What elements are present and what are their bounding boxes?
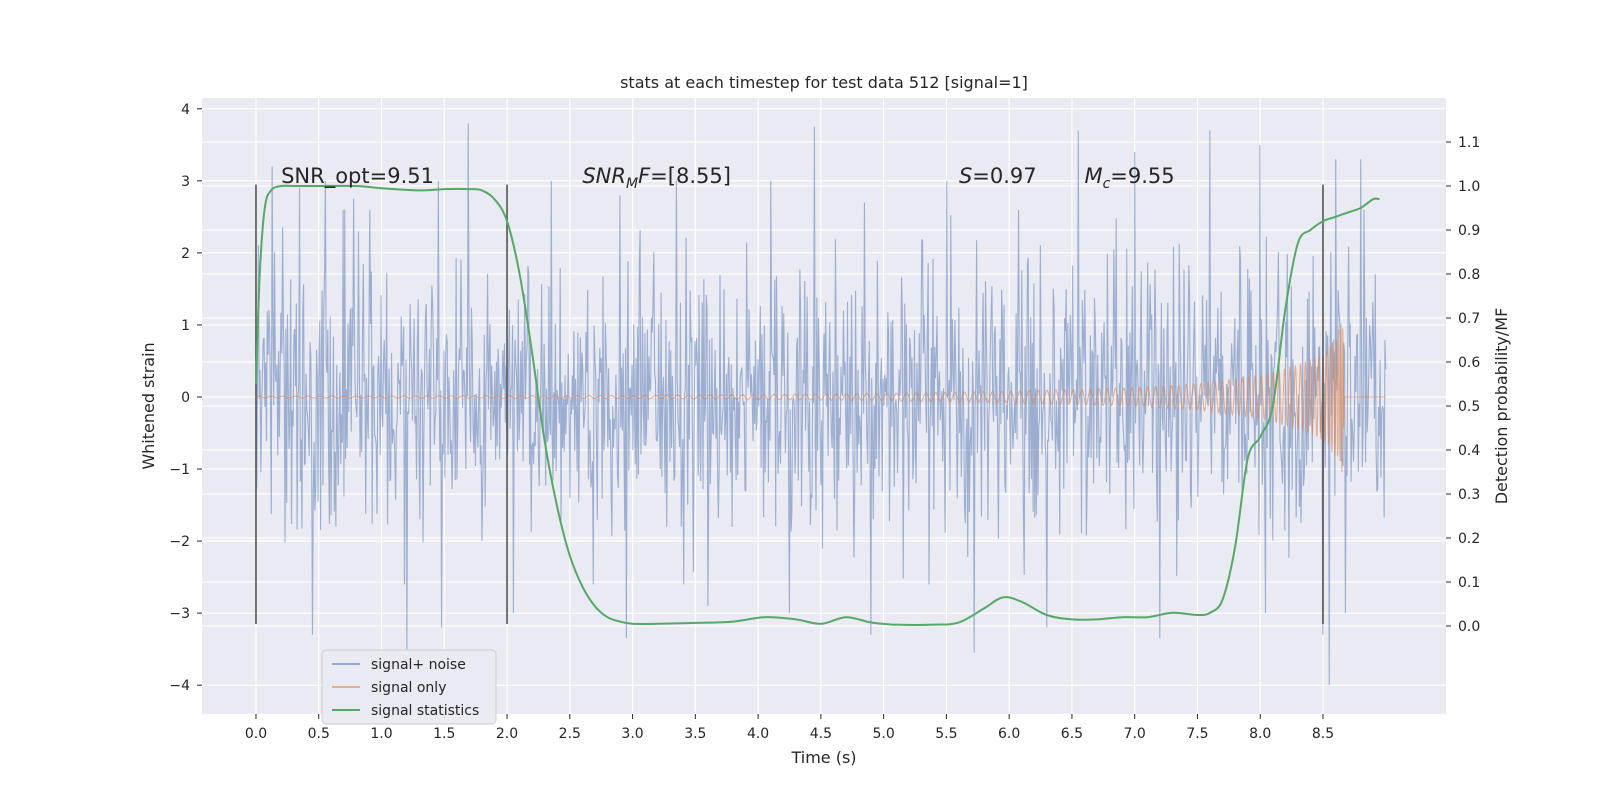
x-tick-label: 4.5 bbox=[810, 726, 832, 742]
annotations: SNR_opt=9.51 SNRMF=[8.55] S=0.97 Mc=9.55 bbox=[281, 164, 1175, 192]
x-tick-label: 8.0 bbox=[1249, 726, 1271, 742]
y-right-tick-label: 0.1 bbox=[1458, 575, 1480, 591]
y-left-tick-label: 1 bbox=[181, 318, 190, 334]
y-left-tick-label: −4 bbox=[169, 678, 190, 694]
y-right-tick-label: 0.8 bbox=[1458, 267, 1480, 283]
y-right-axis-ticks: 1.1 1.0 0.9 0.8 0.7 0.6 0.5 0.4 0.3 0.2 0.1 0.0 bbox=[1446, 135, 1480, 635]
series-signal-only bbox=[255, 323, 1386, 473]
legend-label-signal-only: signal only bbox=[371, 680, 446, 696]
vertical-lines bbox=[255, 184, 1324, 624]
y-left-tick-label: 3 bbox=[181, 174, 190, 190]
series-signal-noise bbox=[255, 123, 1387, 686]
legend-label-signal-statistics: signal statistics bbox=[371, 703, 479, 719]
y-left-axis-ticks: 4 3 2 1 0 −1 −2 −3 −4 bbox=[169, 102, 202, 694]
y-right-tick-label: 1.1 bbox=[1458, 135, 1480, 151]
annotation-text: SNR_opt=9.51 bbox=[281, 164, 434, 189]
x-tick-label: 0.0 bbox=[245, 726, 267, 742]
x-tick-label: 1.0 bbox=[370, 726, 392, 742]
plot-content bbox=[254, 123, 1387, 686]
y-right-tick-label: 1.0 bbox=[1458, 179, 1480, 195]
x-tick-label: 5.5 bbox=[935, 726, 957, 742]
x-tick-label: 0.5 bbox=[308, 726, 330, 742]
legend-box bbox=[321, 649, 497, 725]
y-right-tick-label: 0.7 bbox=[1458, 311, 1480, 327]
y-right-tick-label: 0.4 bbox=[1458, 443, 1480, 459]
y-left-tick-label: 2 bbox=[181, 246, 190, 262]
y-left-tick-label: −1 bbox=[169, 462, 190, 478]
annotation-text: SNRMF=[8.55] bbox=[582, 164, 731, 192]
x-tick-label: 1.5 bbox=[433, 726, 455, 742]
y-right-tick-label: 0.3 bbox=[1458, 487, 1480, 503]
legend-label-signal-noise: signal+ noise bbox=[371, 657, 466, 673]
y-right-tick-label: 0.9 bbox=[1458, 223, 1480, 239]
y-right-tick-label: 0.0 bbox=[1458, 619, 1480, 635]
series-line-signal-statistics bbox=[254, 184, 1380, 626]
y-left-tick-label: −2 bbox=[169, 534, 190, 550]
y-left-tick-label: −3 bbox=[169, 606, 190, 622]
x-tick-label: 2.0 bbox=[496, 726, 518, 742]
series-signal-statistics bbox=[254, 184, 1380, 626]
x-tick-label: 5.0 bbox=[872, 726, 894, 742]
x-axis-ticks: 0.0 0.5 1.0 1.5 2.0 2.5 3.0 3.5 4.0 4.5 5.0 5.5 6.0 6… bbox=[245, 714, 1334, 742]
y-right-tick-label: 0.2 bbox=[1458, 531, 1480, 547]
x-axis-label: Time (s) bbox=[790, 748, 856, 767]
y-right-tick-label: 0.5 bbox=[1458, 399, 1480, 415]
legend: signal+ noise signal only signal statist… bbox=[321, 649, 497, 725]
x-tick-label: 3.0 bbox=[621, 726, 643, 742]
annotation-text: S=0.97 bbox=[959, 164, 1037, 188]
x-tick-label: 6.0 bbox=[998, 726, 1020, 742]
x-tick-label: 2.5 bbox=[559, 726, 581, 742]
x-tick-label: 4.0 bbox=[747, 726, 769, 742]
x-tick-label: 3.5 bbox=[684, 726, 706, 742]
y-left-axis-label: Whitened strain bbox=[139, 342, 158, 469]
annotation-text: Mc=9.55 bbox=[1084, 164, 1174, 192]
series-line-signal-only bbox=[255, 323, 1386, 473]
series-line-signal-noise bbox=[255, 123, 1387, 686]
x-tick-label: 7.0 bbox=[1124, 726, 1146, 742]
x-tick-label: 6.5 bbox=[1061, 726, 1083, 742]
chart-title: stats at each timestep for test data 512… bbox=[620, 73, 1028, 92]
y-right-axis-label: Detection probability/MF bbox=[1492, 308, 1511, 505]
x-tick-label: 8.5 bbox=[1312, 726, 1334, 742]
x-tick-label: 7.5 bbox=[1186, 726, 1208, 742]
y-left-tick-label: 4 bbox=[181, 102, 190, 118]
y-left-tick-label: 0 bbox=[181, 390, 190, 406]
y-right-tick-label: 0.6 bbox=[1458, 355, 1480, 371]
